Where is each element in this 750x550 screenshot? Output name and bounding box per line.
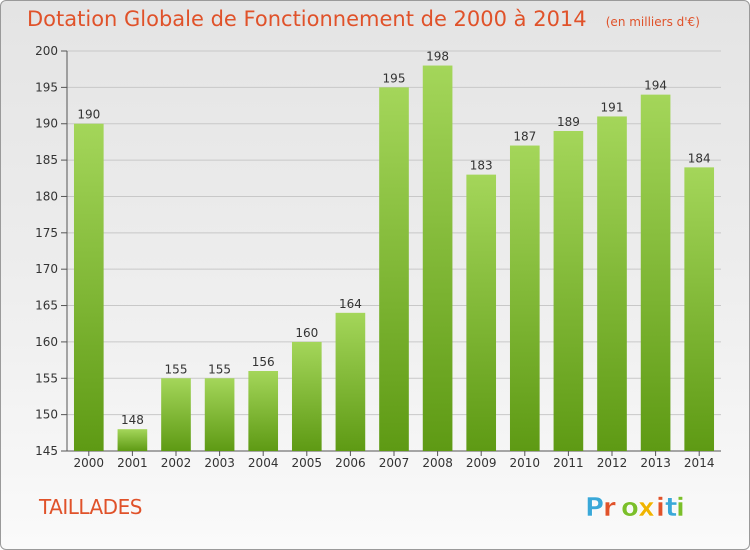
y-tick-label: 175 [35, 226, 58, 240]
y-tick-label: 190 [35, 117, 58, 131]
data-label-2002: 155 [165, 362, 188, 376]
bar-2007 [379, 87, 409, 451]
data-label-2014: 184 [688, 151, 711, 165]
x-tick-label-2002: 2002 [161, 456, 192, 470]
y-tick-label: 160 [35, 335, 58, 349]
x-tick-label-2011: 2011 [553, 456, 584, 470]
x-tick-label-2006: 2006 [335, 456, 366, 470]
data-label-2010: 187 [513, 130, 536, 144]
bar-2001 [117, 429, 148, 451]
bar-2014 [684, 167, 715, 451]
x-tick-label-2013: 2013 [640, 456, 671, 470]
x-tick-label-2005: 2005 [292, 456, 323, 470]
data-label-2013: 194 [644, 79, 667, 93]
logo-letter: o [621, 493, 639, 523]
bar-2005 [291, 341, 322, 451]
logo-letter: i [676, 493, 685, 523]
x-tick-label-2014: 2014 [684, 456, 715, 470]
data-label-2000: 190 [77, 108, 100, 122]
y-tick-label: 165 [35, 299, 58, 313]
data-label-2004: 156 [252, 355, 275, 369]
chart-header: Dotation Globale de Fonctionnement de 20… [27, 7, 700, 31]
data-label-2005: 160 [295, 326, 318, 340]
chart-subtitle: (en milliers d'€) [605, 15, 700, 29]
data-label-2006: 164 [339, 297, 362, 311]
data-label-2012: 191 [601, 100, 624, 114]
x-tick-label-2004: 2004 [248, 456, 279, 470]
x-tick-label-2003: 2003 [204, 456, 235, 470]
logo-letter: P [585, 493, 604, 523]
y-tick-label: 180 [35, 189, 58, 203]
data-label-2009: 183 [470, 159, 493, 173]
y-tick-label: 150 [35, 408, 58, 422]
x-tick-label-2012: 2012 [597, 456, 628, 470]
bar-2008 [422, 65, 453, 451]
logo-letter: i [656, 493, 665, 523]
bar-2010 [509, 145, 540, 451]
data-label-2003: 155 [208, 362, 231, 376]
x-tick-label-2010: 2010 [510, 456, 541, 470]
bar-2002 [161, 378, 191, 451]
data-label-2001: 148 [121, 413, 144, 427]
logo-letter: x [638, 493, 655, 523]
y-tick-label: 200 [35, 44, 58, 58]
y-tick-label: 185 [35, 153, 58, 167]
y-tick-label: 195 [35, 80, 58, 94]
logo-letter: r [603, 493, 616, 523]
bar-2006 [335, 312, 366, 451]
commune-name: TAILLADES [39, 495, 142, 519]
logo-letter: t [665, 493, 677, 523]
data-label-2008: 198 [426, 50, 449, 64]
proxiti-logo: Pr o x i ti [585, 493, 686, 523]
data-label-2007: 195 [383, 71, 406, 85]
data-label-2011: 189 [557, 115, 580, 129]
bar-2013 [640, 94, 671, 452]
bars [73, 65, 715, 452]
bar-2004 [248, 371, 279, 451]
y-tick-labels: 145 150 155 160 165 170 175 180 185 190 195 200 [35, 44, 58, 458]
x-tick-labels: 2000 2001 2002 2003 2004 2005 2006 2007 2008 2009… [74, 456, 715, 470]
y-tick-label: 170 [35, 262, 58, 276]
x-tick-label-2001: 2001 [117, 456, 148, 470]
y-tick-label: 145 [35, 444, 58, 458]
bar-2003 [204, 378, 235, 451]
bar-2012 [597, 116, 627, 452]
data-labels: 190 148 155 155 156 160 164 195 198 183 187 189 191 1… [77, 50, 710, 428]
x-tick-label-2008: 2008 [422, 456, 453, 470]
chart-title: Dotation Globale de Fonctionnement de 20… [27, 7, 587, 31]
x-tick-label-2007: 2007 [379, 456, 410, 470]
bar-2000 [73, 123, 104, 452]
bar-2009 [466, 174, 497, 452]
x-tick-label-2000: 2000 [74, 456, 105, 470]
x-tick-label-2009: 2009 [466, 456, 497, 470]
y-tick-label: 155 [35, 371, 58, 385]
bar-2011 [553, 131, 584, 451]
